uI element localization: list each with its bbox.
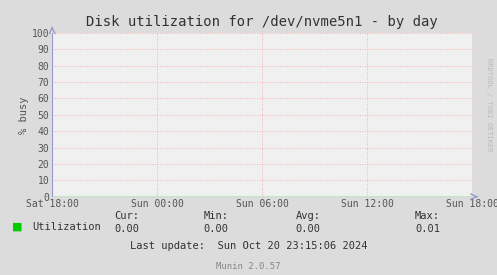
Text: 0.00: 0.00 bbox=[204, 224, 229, 234]
Text: Avg:: Avg: bbox=[296, 211, 321, 221]
Text: Min:: Min: bbox=[204, 211, 229, 221]
Text: Munin 2.0.57: Munin 2.0.57 bbox=[216, 262, 281, 271]
Text: Last update:  Sun Oct 20 23:15:06 2024: Last update: Sun Oct 20 23:15:06 2024 bbox=[130, 241, 367, 251]
Text: RRDTOOL / TOBI OETIKER: RRDTOOL / TOBI OETIKER bbox=[486, 58, 492, 151]
Text: 0.00: 0.00 bbox=[114, 224, 139, 234]
Title: Disk utilization for /dev/nvme5n1 - by day: Disk utilization for /dev/nvme5n1 - by d… bbox=[86, 15, 438, 29]
Text: Utilization: Utilization bbox=[32, 222, 101, 232]
Text: Max:: Max: bbox=[415, 211, 440, 221]
Text: 0.01: 0.01 bbox=[415, 224, 440, 234]
Y-axis label: % busy: % busy bbox=[19, 96, 29, 134]
Text: ■: ■ bbox=[12, 222, 23, 232]
Text: Cur:: Cur: bbox=[114, 211, 139, 221]
Text: 0.00: 0.00 bbox=[296, 224, 321, 234]
